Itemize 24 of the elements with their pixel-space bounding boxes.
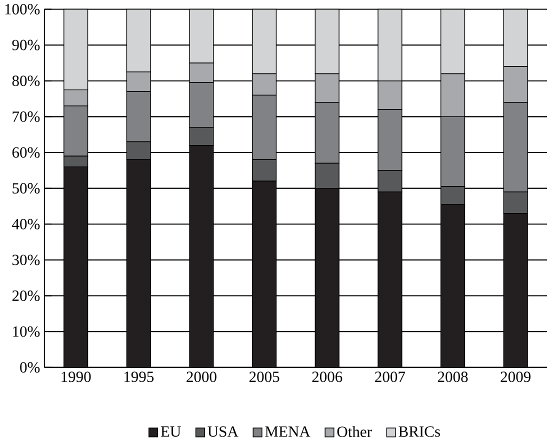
y-tick-label: 80% <box>12 75 40 86</box>
x-tick-label: 1990 <box>62 371 91 382</box>
y-tick-label: 70% <box>12 111 40 122</box>
x-tick-label: 2005 <box>249 371 280 382</box>
x-tick-label: 1995 <box>124 371 154 382</box>
legend-label: BRICs <box>398 426 440 437</box>
y-tick-label: 90% <box>12 40 40 50</box>
y-tick-label: 60% <box>12 147 40 158</box>
legend-label: MENA <box>265 426 310 436</box>
x-tick-label: 2000 <box>186 371 216 382</box>
x-tick-label: 2009 <box>500 371 530 382</box>
x-tick-label: 2008 <box>438 371 468 382</box>
y-tick-label: 50% <box>12 182 40 194</box>
y-tick-label: 20% <box>12 290 40 301</box>
y-tick-label: 30% <box>12 254 40 265</box>
y-tick-label: 40% <box>12 218 40 230</box>
x-tick-label: 2006 <box>312 371 342 382</box>
y-tick-label: 100% <box>5 4 40 14</box>
y-tick-label: 0% <box>20 362 40 372</box>
legend-label: Other <box>337 426 372 437</box>
legend-label: EU <box>160 426 181 437</box>
x-tick-label: 2007 <box>375 371 406 382</box>
legend-label: USA <box>208 426 238 437</box>
y-tick-label: 10% <box>13 326 40 337</box>
